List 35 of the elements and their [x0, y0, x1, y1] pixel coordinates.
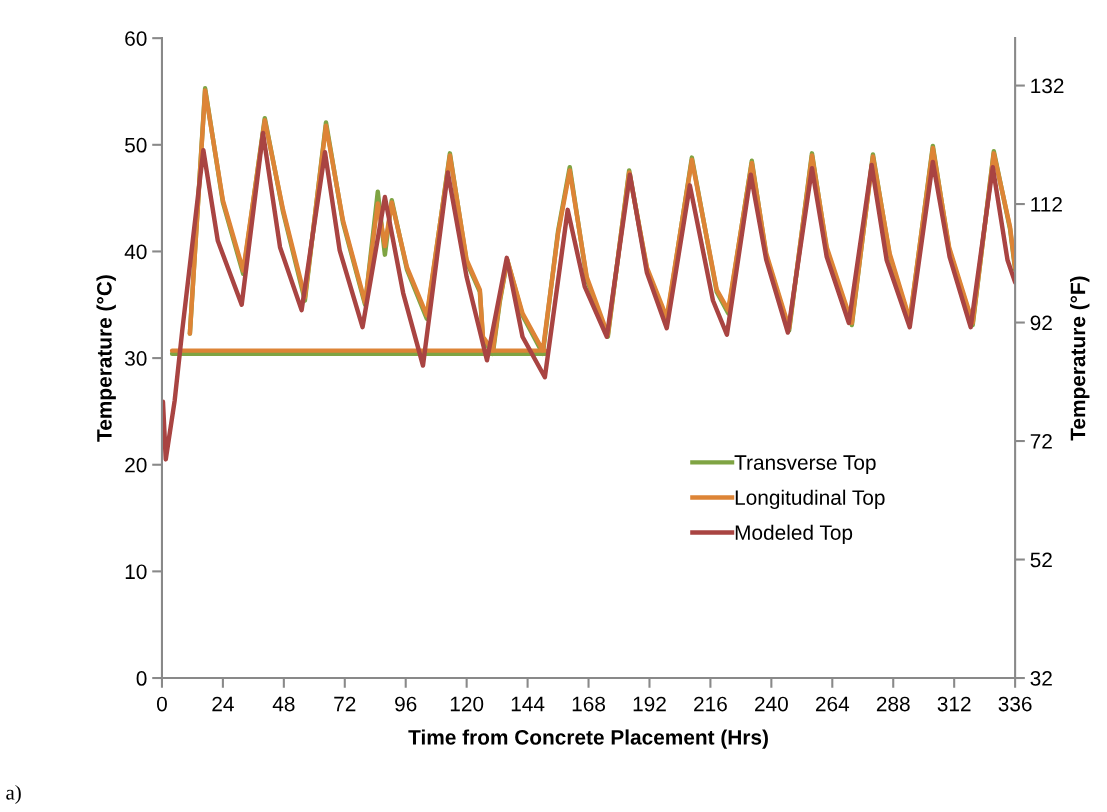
x-tick-label: 216	[694, 696, 727, 712]
y2-tick-label: 72	[1030, 434, 1052, 449]
y2-tick-label: 132	[1031, 78, 1064, 94]
x-tick-label: 264	[815, 696, 850, 712]
x-tick-label: 120	[450, 696, 484, 712]
y2-tick-label: 52	[1030, 552, 1052, 568]
text: a)	[6, 784, 21, 804]
legend-label: Longitudinal Top	[735, 489, 885, 510]
y2-tick-label: 32	[1030, 671, 1052, 686]
y2-tick-label: 112	[1031, 197, 1062, 212]
x-tick-label: 0	[156, 696, 167, 712]
y-axis-title: Temperature (°C)	[96, 275, 116, 442]
x-tick-label: 192	[633, 696, 666, 712]
y2-tick-label: 92	[1030, 315, 1052, 331]
x-tick-label: 336	[998, 696, 1032, 712]
x-tick-label: 48	[272, 696, 295, 712]
y-tick-label: 50	[125, 137, 147, 153]
legend-label: Modeled Top	[735, 524, 853, 545]
y-tick-label: 30	[124, 351, 147, 366]
x-tick-label: 288	[876, 696, 910, 712]
x-tick-label: 240	[755, 696, 788, 712]
x-tick-label: 312	[937, 696, 971, 712]
x-tick-label: 144	[511, 696, 545, 712]
legend-label: Transverse Top	[734, 455, 876, 474]
x-tick-label: 24	[212, 696, 234, 712]
y2-axis-title: Temperature (°F)	[1070, 276, 1090, 441]
y-tick-label: 60	[125, 31, 147, 46]
x-tick-label: 168	[572, 696, 606, 712]
x-tick-label: 96	[395, 696, 417, 712]
x-axis-title: Time from Concrete Placement (Hrs)	[408, 729, 768, 749]
y-tick-label: 10	[125, 564, 147, 580]
y-tick-label: 20	[125, 457, 147, 473]
y-tick-label: 0	[136, 671, 147, 686]
x-tick-label: 72	[334, 696, 356, 712]
y-tick-label: 40	[124, 244, 147, 260]
